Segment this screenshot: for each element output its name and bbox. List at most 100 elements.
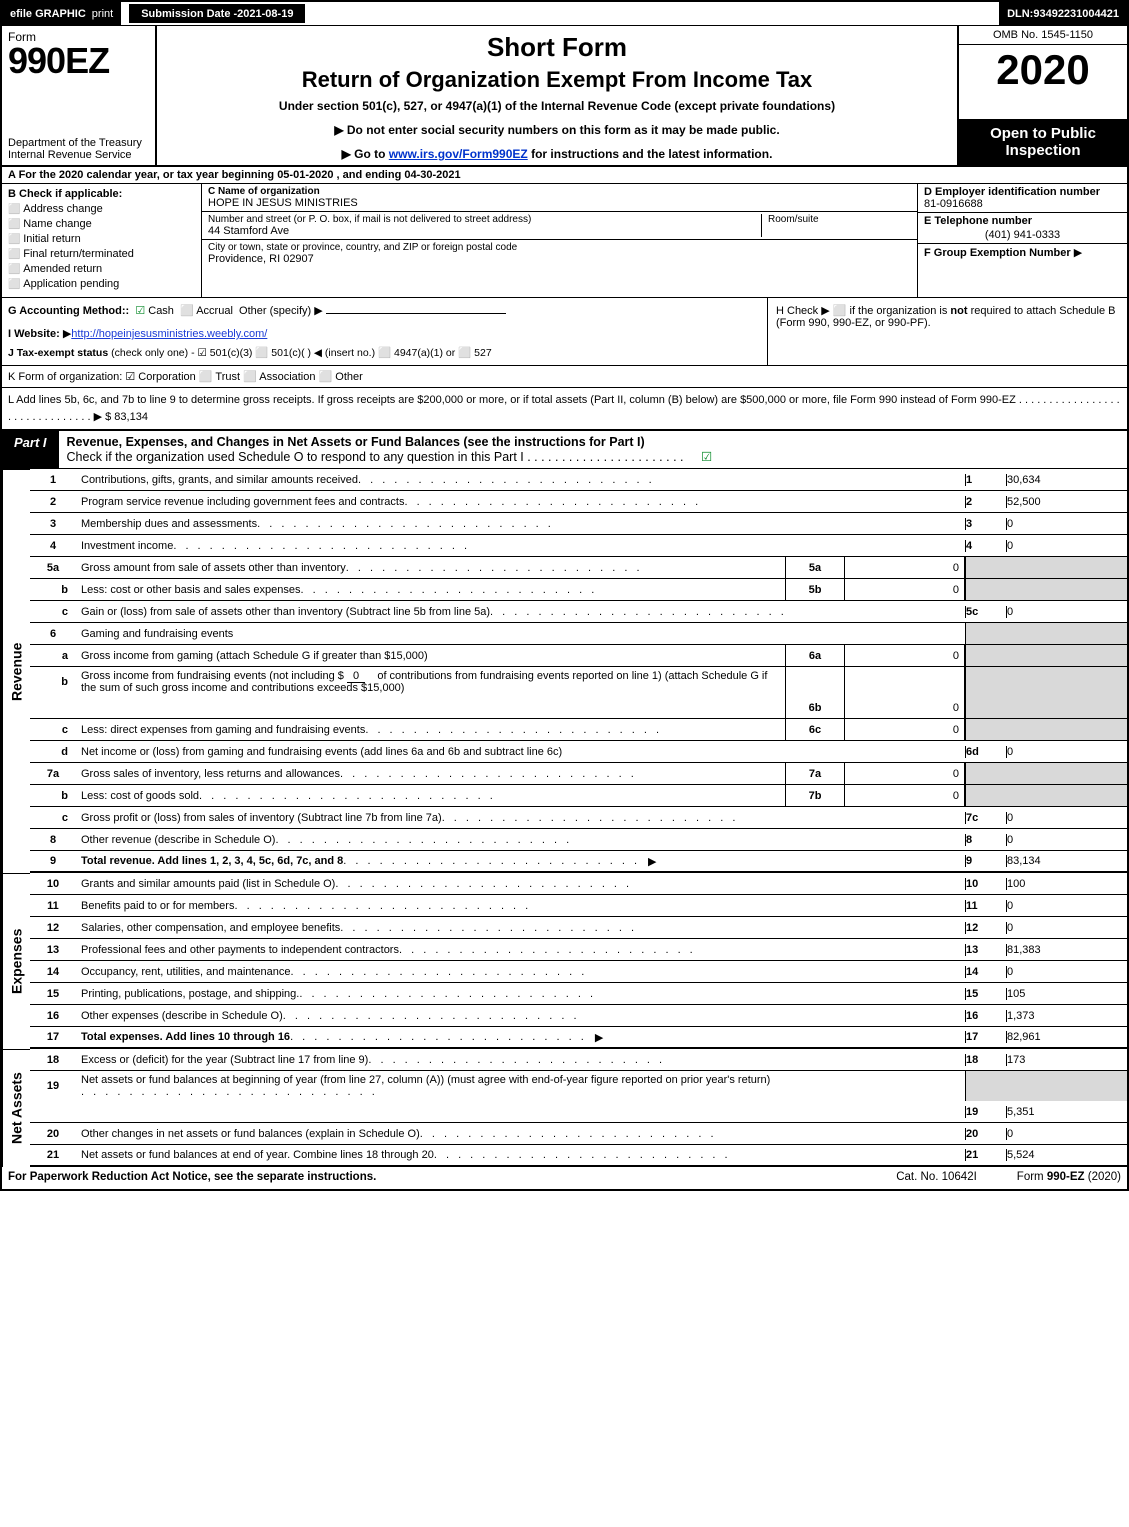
row-k-form-of-org[interactable]: K Form of organization: ☑ Corporation ⬜ … bbox=[2, 366, 1127, 388]
l21-val: 5,524 bbox=[1007, 1149, 1127, 1161]
l8-val: 0 bbox=[1007, 834, 1127, 846]
l6a-subno: 6a bbox=[785, 645, 845, 667]
chk-application-pending[interactable]: Application pending bbox=[8, 278, 195, 290]
l18-val: 173 bbox=[1007, 1054, 1127, 1066]
footer-form-num: 990-EZ bbox=[1047, 1171, 1085, 1183]
l9-desc: Total revenue. Add lines 1, 2, 3, 4, 5c,… bbox=[76, 851, 965, 873]
l8-num: 8 bbox=[30, 829, 76, 851]
note-goto: Go to www.irs.gov/Form990EZ for instruct… bbox=[165, 147, 949, 161]
section-label-expenses: Expenses bbox=[2, 873, 30, 1049]
l10-num: 10 bbox=[30, 873, 76, 895]
chk-initial-return[interactable]: Initial return bbox=[8, 233, 195, 245]
col-g: G Accounting Method: Cash Accrual Other … bbox=[2, 298, 767, 365]
l5c-rno: 5c bbox=[965, 606, 1007, 618]
chk-name-change[interactable]: Name change bbox=[8, 218, 195, 230]
l1-val: 30,634 bbox=[1007, 474, 1127, 486]
h-not: not bbox=[950, 305, 967, 317]
l7a-desc-text: Gross sales of inventory, less returns a… bbox=[81, 768, 340, 780]
page-footer: For Paperwork Reduction Act Notice, see … bbox=[2, 1167, 1127, 1189]
l6d-val: 0 bbox=[1007, 746, 1127, 758]
l17-right: 1782,961 bbox=[965, 1027, 1127, 1049]
l20-num: 20 bbox=[30, 1123, 76, 1145]
print-link[interactable]: print bbox=[92, 8, 113, 20]
form-header: Form 990EZ Department of the Treasury In… bbox=[2, 26, 1127, 167]
g-other-input[interactable] bbox=[326, 313, 506, 314]
header-right: OMB No. 1545-1150 2020 Open to Public In… bbox=[957, 26, 1127, 165]
l3-desc: Membership dues and assessments bbox=[76, 513, 965, 535]
header-mid: Short Form Return of Organization Exempt… bbox=[157, 26, 957, 165]
l9-val: 83,134 bbox=[1007, 855, 1127, 867]
l19-shade bbox=[965, 1071, 1127, 1101]
l7b-desc-text: Less: cost of goods sold bbox=[81, 790, 199, 802]
l6b-subno-blank1 bbox=[785, 667, 845, 697]
room-suite-label: Room/suite bbox=[761, 214, 911, 237]
l16-val: 1,373 bbox=[1007, 1010, 1127, 1022]
chk-final-return[interactable]: Final return/terminated bbox=[8, 248, 195, 260]
g-accounting-method: G Accounting Method: Cash Accrual Other … bbox=[8, 304, 761, 317]
l6b-num: b bbox=[30, 667, 76, 697]
l7b-subno: 7b bbox=[785, 785, 845, 807]
l5a-subno: 5a bbox=[785, 557, 845, 579]
col-b-checkboxes: B Check if applicable: Address change Na… bbox=[2, 184, 202, 297]
d-ein-block: D Employer identification number 81-0916… bbox=[918, 184, 1127, 213]
l12-val: 0 bbox=[1007, 922, 1127, 934]
l3-rno: 3 bbox=[965, 518, 1007, 530]
footer-catno: Cat. No. 10642I bbox=[896, 1171, 977, 1183]
c-name-label: C Name of organization bbox=[208, 186, 911, 197]
l-amount: 83,134 bbox=[94, 411, 148, 423]
l2-val: 52,500 bbox=[1007, 496, 1127, 508]
part1-header: Part I Revenue, Expenses, and Changes in… bbox=[2, 431, 1127, 469]
bcde-block: B Check if applicable: Address change Na… bbox=[2, 184, 1127, 298]
l10-desc-text: Grants and similar amounts paid (list in… bbox=[81, 878, 335, 890]
l13-num: 13 bbox=[30, 939, 76, 961]
l4-rno: 4 bbox=[965, 540, 1007, 552]
l6b-shade1 bbox=[965, 667, 1127, 697]
f-group-exemption: F Group Exemption Number bbox=[918, 244, 1127, 261]
l17-num: 17 bbox=[30, 1027, 76, 1049]
l8-desc: Other revenue (describe in Schedule O) bbox=[76, 829, 965, 851]
chk-amended-return[interactable]: Amended return bbox=[8, 263, 195, 275]
l5c-desc-text: Gain or (loss) from sale of assets other… bbox=[81, 606, 490, 618]
l7a-num: 7a bbox=[30, 763, 76, 785]
l6b-shade2 bbox=[965, 697, 1127, 719]
j-label: J Tax-exempt status bbox=[8, 347, 108, 359]
l8-right: 80 bbox=[965, 829, 1127, 851]
l1-desc-text: Contributions, gifts, grants, and simila… bbox=[81, 474, 358, 486]
l17-val: 82,961 bbox=[1007, 1031, 1127, 1043]
l6c-desc: Less: direct expenses from gaming and fu… bbox=[76, 719, 785, 741]
dept-treasury: Department of the Treasury Internal Reve… bbox=[8, 137, 149, 161]
part1-schedule-o-check[interactable] bbox=[687, 446, 720, 468]
l20-desc: Other changes in net assets or fund bala… bbox=[76, 1123, 965, 1145]
chk-address-change[interactable]: Address change bbox=[8, 203, 195, 215]
l3-num: 3 bbox=[30, 513, 76, 535]
website-link[interactable]: http://hopeinjesusministries.weebly.com/ bbox=[71, 328, 267, 340]
e-tel-value: (401) 941-0333 bbox=[924, 229, 1121, 241]
l5b-shade bbox=[965, 579, 1127, 601]
l6d-num: d bbox=[30, 741, 76, 763]
efile-text: efile GRAPHIC bbox=[10, 8, 86, 20]
l11-val: 0 bbox=[1007, 900, 1127, 912]
l6d-desc-text: Net income or (loss) from gaming and fun… bbox=[81, 746, 562, 758]
l21-rno: 21 bbox=[965, 1149, 1007, 1161]
footer-paperwork: For Paperwork Reduction Act Notice, see … bbox=[8, 1171, 896, 1183]
l15-desc-text: Printing, publications, postage, and shi… bbox=[81, 988, 299, 1000]
l12-num: 12 bbox=[30, 917, 76, 939]
l6a-desc: Gross income from gaming (attach Schedul… bbox=[76, 645, 785, 667]
l7a-desc: Gross sales of inventory, less returns a… bbox=[76, 763, 785, 785]
l6c-desc-text: Less: direct expenses from gaming and fu… bbox=[81, 724, 365, 736]
l5b-num: b bbox=[30, 579, 76, 601]
irs-link[interactable]: www.irs.gov/Form990EZ bbox=[389, 147, 528, 161]
note-ssn: Do not enter social security numbers on … bbox=[165, 123, 949, 137]
l6c-subval: 0 bbox=[845, 719, 965, 741]
l11-desc-text: Benefits paid to or for members bbox=[81, 900, 234, 912]
l7c-desc: Gross profit or (loss) from sales of inv… bbox=[76, 807, 965, 829]
l7c-desc-text: Gross profit or (loss) from sales of inv… bbox=[81, 812, 442, 824]
l10-val: 100 bbox=[1007, 878, 1127, 890]
chk-accrual[interactable]: Accrual bbox=[180, 305, 233, 317]
chk-cash[interactable]: Cash bbox=[135, 305, 174, 317]
l6b-desc1: Gross income from fundraising events (no… bbox=[81, 670, 344, 682]
l11-num: 11 bbox=[30, 895, 76, 917]
footer-form-pre: Form bbox=[1017, 1171, 1047, 1183]
j-options[interactable]: (check only one) - ☑ 501(c)(3) ⬜ 501(c)(… bbox=[111, 347, 492, 359]
l5b-desc: Less: cost or other basis and sales expe… bbox=[76, 579, 785, 601]
